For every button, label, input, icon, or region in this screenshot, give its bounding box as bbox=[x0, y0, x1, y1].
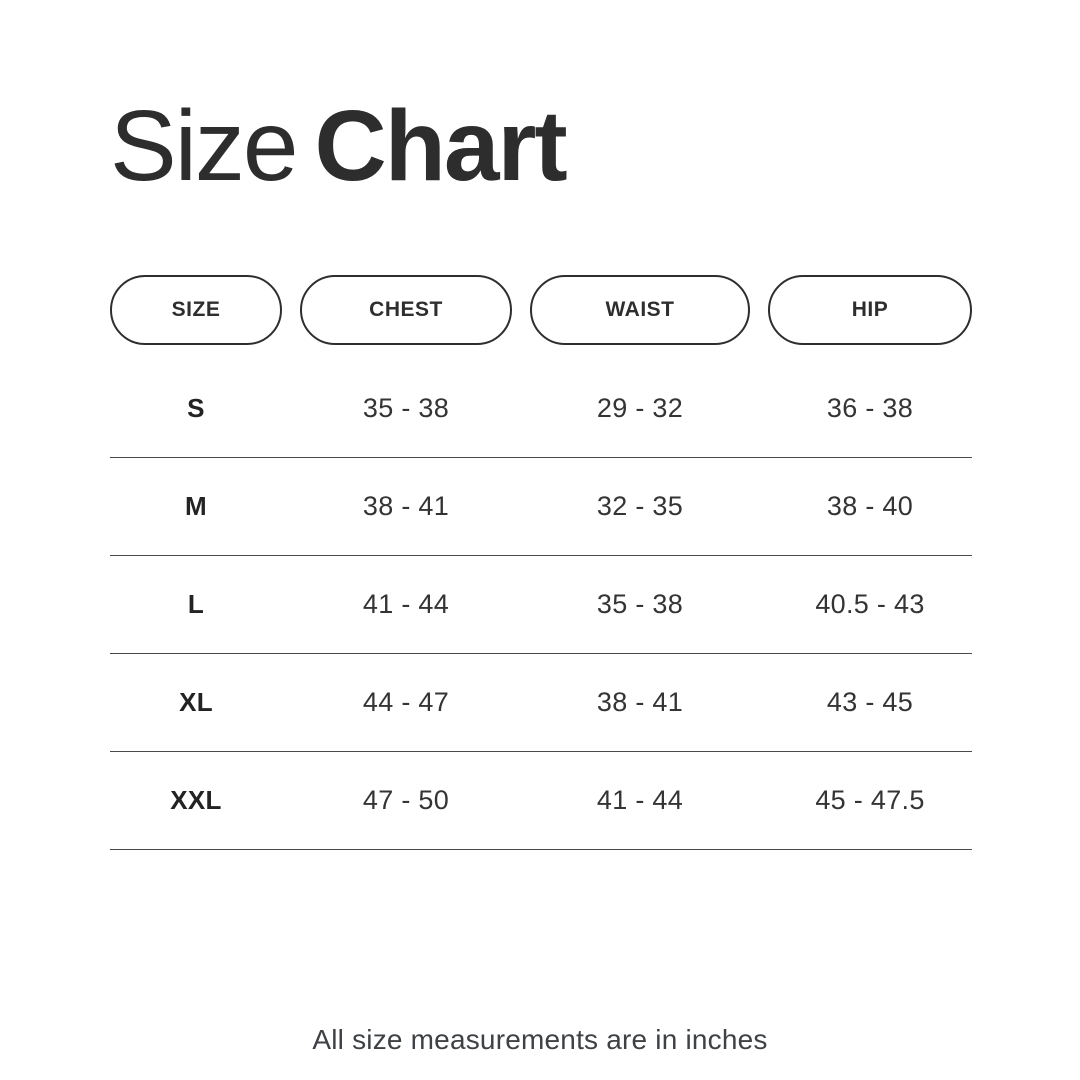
measurement-range: 38 - 41 bbox=[362, 491, 450, 521]
size-label: XL bbox=[179, 687, 213, 717]
table-row-m: M 38 - 41 32 - 35 38 - 40 bbox=[110, 458, 972, 556]
table-header-row: SIZE CHEST WAIST HIP bbox=[110, 275, 972, 345]
table-row-l: L 41 - 44 35 - 38 40.5 - 43 bbox=[110, 556, 972, 654]
page-title-bold: Chart bbox=[314, 90, 568, 202]
measurement-range: 36 - 38 bbox=[826, 393, 914, 423]
page-title-regular: Size bbox=[110, 90, 299, 202]
column-header-pill-waist: WAIST bbox=[530, 275, 750, 345]
measurement-range: 35 - 38 bbox=[362, 393, 450, 423]
measurement-range: 45 - 47.5 bbox=[815, 785, 925, 815]
measurement-range: 47 - 50 bbox=[362, 785, 450, 815]
size-label: XXL bbox=[170, 785, 222, 815]
table-row-xxl: XXL 47 - 50 41 - 44 45 - 47.5 bbox=[110, 752, 972, 850]
measurement-range: 32 - 35 bbox=[596, 491, 684, 521]
column-header-pill-size: SIZE bbox=[110, 275, 282, 345]
page-title: Size Chart bbox=[110, 96, 568, 196]
table-row-xl: XL 44 - 47 38 - 41 43 - 45 bbox=[110, 654, 972, 752]
size-label: L bbox=[187, 589, 205, 619]
measurement-range: 44 - 47 bbox=[362, 687, 450, 717]
size-label: M bbox=[185, 491, 207, 521]
measurement-range: 29 - 32 bbox=[596, 393, 684, 423]
measurement-range: 40.5 - 43 bbox=[815, 589, 925, 619]
column-header-pill-chest: CHEST bbox=[300, 275, 512, 345]
measurement-range: 41 - 44 bbox=[596, 785, 684, 815]
measurement-range: 38 - 40 bbox=[826, 491, 914, 521]
column-header-pill-hip: HIP bbox=[768, 275, 972, 345]
measurement-range: 43 - 45 bbox=[826, 687, 914, 717]
size-table: SIZE CHEST WAIST HIP S 35 - 38 29 - 32 36 - 38… bbox=[110, 275, 972, 850]
measurement-range: 38 - 41 bbox=[596, 687, 684, 717]
measurement-units-note: All size measurements are in inches bbox=[312, 1024, 768, 1055]
measurement-range: 41 - 44 bbox=[362, 589, 450, 619]
table-row-s: S 35 - 38 29 - 32 36 - 38 bbox=[110, 360, 972, 458]
table-body: S 35 - 38 29 - 32 36 - 38 M 38 - 41 32 - 35 38 … bbox=[110, 360, 972, 850]
size-label: S bbox=[187, 393, 205, 423]
measurement-range: 35 - 38 bbox=[596, 589, 684, 619]
